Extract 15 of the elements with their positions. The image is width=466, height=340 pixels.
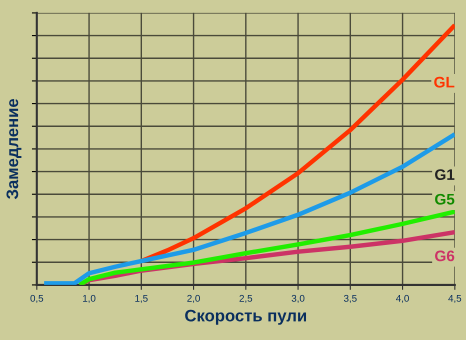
y-axis-title: Замедление xyxy=(6,98,22,200)
series-label: G1 xyxy=(435,169,454,180)
x-tick-label: 1,0 xyxy=(83,294,96,303)
x-tick-label: 3,0 xyxy=(292,294,304,303)
x-tick-label: 3,5 xyxy=(344,294,357,303)
x-tick-label: 4,0 xyxy=(396,294,409,303)
x-tick-label: 4,5 xyxy=(448,295,462,303)
x-axis-title: Скорость пули xyxy=(185,310,306,325)
x-tick-label: 0,5 xyxy=(30,294,44,303)
series-label: G6 xyxy=(435,250,454,262)
series-label: G5 xyxy=(435,194,454,205)
x-tick-label: 2,5 xyxy=(240,294,252,303)
x-tick-label: 1,5 xyxy=(135,295,148,303)
x-tick-label: 2,0 xyxy=(187,294,200,303)
series-label: GL xyxy=(434,76,454,88)
